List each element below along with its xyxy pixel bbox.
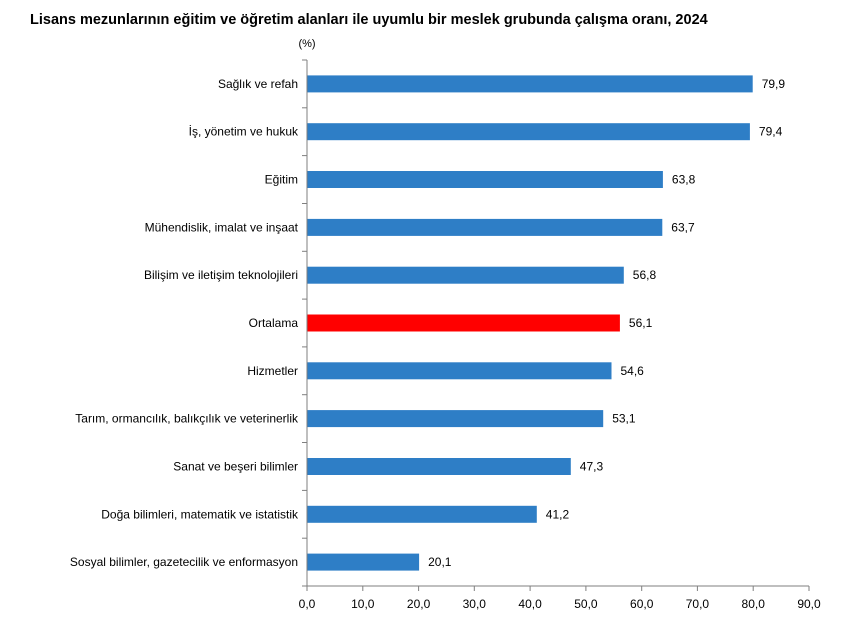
x-tick-label-7: 70,0: [686, 597, 710, 611]
value-label-tarim-ormancilik-balikcilik-ve-veterinerlik: 53,1: [612, 412, 636, 426]
unit-label: (%): [298, 38, 315, 50]
bar-bilisim-ve-iletisim-teknolojileri: [307, 266, 624, 284]
category-label-bilisim-ve-iletisim-teknolojileri: Bilişim ve iletişim teknolojileri: [144, 268, 298, 282]
axes-group: [302, 59, 810, 591]
value-label-saglik-ve-refah: 79,9: [762, 77, 786, 91]
value-label-bilisim-ve-iletisim-teknolojileri: 56,8: [633, 268, 657, 282]
value-label-hizmetler: 54,6: [621, 364, 645, 378]
bar-sanat-ve-beseri-bilimler: [307, 458, 571, 475]
bar-ortalama: [307, 314, 620, 332]
bar-doga-bilimleri-matematik-ve-istatistik: [307, 505, 537, 523]
category-label-ortalama: Ortalama: [249, 316, 299, 330]
bar-muhendislik-imalat-ve-insaat: [307, 218, 663, 236]
x-tick-label-8: 80,0: [742, 597, 766, 611]
value-labels-group: 79,9 79,4 63,8 63,7 56,8 56,1 54,6 53,1 47,3 41,2…: [428, 77, 785, 569]
category-label-sanat-ve-beseri-bilimler: Sanat ve beşeri bilimler: [173, 460, 298, 474]
value-label-is-yonetim-ve-hukuk: 79,4: [759, 125, 783, 139]
x-tick-label-2: 20,0: [407, 597, 431, 611]
x-tick-label-6: 60,0: [630, 597, 654, 611]
x-tick-label-5: 50,0: [574, 597, 598, 611]
x-tick-label-3: 30,0: [463, 597, 487, 611]
category-label-hizmetler: Hizmetler: [247, 364, 298, 378]
category-label-egitim: Eğitim: [265, 173, 298, 187]
value-label-egitim: 63,8: [672, 173, 696, 187]
category-label-sosyal-bilimler-gazetecilik-ve-enformasyon: Sosyal bilimler, gazetecilik ve enformas…: [70, 555, 298, 569]
tick-labels-group: 0,0 10,0 20,0 30,0 40,0 50,0 60,0 70,0 80,0 90,0: [299, 597, 821, 611]
bar-saglik-ve-refah: [307, 75, 753, 93]
bars-group: [307, 75, 753, 571]
category-label-tarim-ormancilik-balikcilik-ve-veterinerlik: Tarım, ormancılık, balıkçılık ve veterin…: [75, 412, 299, 426]
bar-tarim-ormancilik-balikcilik-ve-veterinerlik: [307, 410, 604, 428]
value-label-muhendislik-imalat-ve-insaat: 63,7: [671, 220, 695, 234]
chart-title: Lisans mezunlarının eğitim ve öğretim al…: [30, 12, 708, 28]
x-tick-label-0: 0,0: [299, 597, 316, 611]
category-labels-group: Sağlık ve refah İş, yönetim ve hukuk Eğiti…: [70, 77, 299, 569]
category-label-saglik-ve-refah: Sağlık ve refah: [218, 77, 298, 91]
category-label-muhendislik-imalat-ve-insaat: Mühendislik, imalat ve inşaat: [145, 220, 299, 234]
value-label-sosyal-bilimler-gazetecilik-ve-enformasyon: 20,1: [428, 555, 452, 569]
x-tick-label-9: 90,0: [797, 597, 821, 611]
bar-egitim: [307, 171, 663, 188]
x-tick-label-1: 10,0: [351, 597, 375, 611]
x-tick-label-4: 40,0: [518, 597, 542, 611]
category-label-doga-bilimleri-matematik-ve-istatistik: Doğa bilimleri, matematik ve istatistik: [101, 507, 299, 521]
bar-hizmetler: [307, 362, 612, 380]
category-label-is-yonetim-ve-hukuk: İş, yönetim ve hukuk: [189, 125, 299, 139]
bar-sosyal-bilimler-gazetecilik-ve-enformasyon: [307, 553, 420, 571]
value-label-ortalama: 56,1: [629, 316, 653, 330]
value-label-sanat-ve-beseri-bilimler: 47,3: [580, 460, 604, 474]
value-label-doga-bilimleri-matematik-ve-istatistik: 41,2: [546, 507, 570, 521]
bar-is-yonetim-ve-hukuk: [307, 123, 750, 141]
